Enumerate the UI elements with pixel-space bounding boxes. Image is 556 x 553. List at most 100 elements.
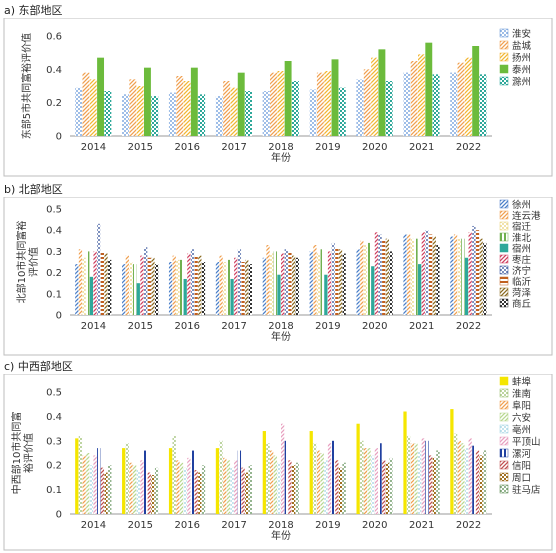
bar-六安-2022	[461, 443, 465, 514]
bar-泰州-2022	[472, 46, 480, 136]
bar-盐城-2015	[129, 79, 137, 136]
x-tick-label: 2020	[362, 142, 387, 153]
bar-蚌埠-2020	[356, 423, 360, 514]
bar-阜阳-2020	[363, 448, 368, 514]
bar-蚌埠-2017	[215, 448, 220, 514]
bar-漯河-2022	[472, 445, 476, 514]
bar-六安-2020	[367, 448, 371, 514]
bar-信阳-2022	[475, 450, 480, 514]
bar-宿州-2019	[324, 274, 328, 315]
legend-label: 泰州	[512, 64, 531, 76]
bar-平顶山-2022	[468, 438, 472, 514]
bar-淮安-2017	[215, 96, 223, 136]
bar-商丘-2015	[154, 264, 159, 315]
legend-label: 平顶山	[512, 437, 541, 448]
bar-枣庄-2019	[327, 251, 332, 315]
bar-蚌埠-2021	[403, 411, 407, 514]
bar-周口-2022	[479, 455, 483, 514]
x-tick-label: 2021	[409, 142, 434, 153]
bar-平顶山-2018	[281, 423, 285, 514]
bar-宿迁-2018	[270, 253, 274, 315]
legend-label: 驻马店	[512, 484, 541, 496]
x-tick-label: 2019	[315, 142, 340, 153]
bar-宿迁-2021	[410, 238, 414, 315]
bar-盐城-2022	[457, 62, 465, 136]
bar-信阳-2015	[147, 472, 151, 514]
legend-swatch-漯河	[499, 448, 509, 458]
bar-滁州-2018	[291, 81, 299, 136]
y-tick-label: 0.6	[46, 32, 62, 43]
bar-驻马店-2020	[389, 457, 393, 514]
bar-周口-2017	[245, 472, 249, 514]
x-tick-label: 2022	[456, 520, 481, 531]
y-tick-label: 0	[56, 311, 62, 322]
bar-亳州-2017	[230, 467, 234, 514]
bar-商丘-2020	[389, 251, 393, 315]
bar-平顶山-2020	[374, 448, 379, 514]
bar-泰州-2021	[425, 42, 433, 136]
legend-label: 徐州	[512, 199, 531, 211]
bar-淮北-2014	[86, 251, 90, 315]
bar-商丘-2019	[342, 253, 346, 315]
bar-泰州-2017	[237, 72, 245, 136]
bar-宿迁-2020	[363, 245, 368, 315]
x-tick-label: 2018	[268, 142, 293, 153]
bar-漯河-2014	[97, 448, 101, 514]
bar-阜阳-2016	[176, 460, 180, 514]
bar-蚌埠-2019	[309, 431, 313, 514]
bar-徐州-2015	[122, 264, 126, 315]
bar-驻马店-2019	[342, 462, 346, 514]
bar-周口-2019	[338, 467, 343, 514]
bar-六安-2018	[273, 455, 277, 514]
bar-连云港-2014	[78, 249, 83, 315]
legend-swatch-商丘	[499, 298, 509, 308]
bar-亳州-2020	[371, 455, 375, 514]
y-tick-label: 0.1	[46, 289, 62, 300]
y-tick-label: 0.2	[46, 461, 62, 472]
bar-周口-2015	[151, 474, 155, 514]
bar-徐州-2022	[450, 236, 454, 315]
legend-label: 菏泽	[512, 288, 532, 299]
bar-信阳-2021	[428, 455, 433, 514]
bar-徐州-2019	[309, 251, 313, 315]
bar-信阳-2016	[194, 470, 198, 514]
legend-label: 宿迁	[512, 221, 532, 233]
bar-连云港-2015	[125, 255, 129, 315]
bar-宿州-2016	[183, 278, 187, 315]
chart-frame	[3, 18, 553, 177]
bar-连云港-2017	[219, 255, 223, 315]
bar-宿迁-2022	[457, 238, 461, 315]
bar-信阳-2020	[382, 460, 386, 514]
bar-枣庄-2017	[234, 257, 238, 315]
x-tick-label: 2015	[128, 142, 153, 153]
x-tick-label: 2016	[174, 142, 199, 153]
bar-徐州-2017	[215, 262, 220, 315]
legend-swatch-盐城	[499, 40, 509, 50]
legend-swatch-驻马店	[499, 484, 509, 494]
bar-临沂-2017	[241, 262, 245, 315]
bar-淮安-2018	[262, 91, 270, 136]
bar-六安-2017	[226, 460, 231, 514]
legend-label: 六安	[512, 412, 531, 424]
bar-扬州-2020	[371, 57, 379, 136]
bar-宿迁-2016	[176, 259, 180, 315]
bar-阜阳-2018	[270, 450, 274, 514]
bar-宿州-2021	[418, 264, 422, 315]
bar-阜阳-2022	[457, 440, 461, 514]
bar-蚌埠-2018	[262, 431, 266, 514]
bar-宿州-2017	[230, 278, 234, 315]
bar-周口-2020	[385, 462, 390, 514]
bar-泰州-2014	[97, 57, 105, 136]
bar-泰州-2015	[143, 67, 151, 136]
bar-徐州-2014	[75, 264, 79, 315]
y-axis-label: 东部5市共同富裕评价值	[20, 33, 33, 139]
bar-菏泽-2019	[338, 249, 343, 315]
legend-swatch-亳州	[499, 424, 509, 434]
legend-label: 济宁	[512, 265, 531, 277]
bar-菏泽-2018	[291, 255, 296, 315]
bar-漯河-2020	[378, 443, 382, 514]
bar-菏泽-2014	[104, 253, 108, 315]
legend-swatch-阜阳	[499, 400, 509, 410]
bar-蚌埠-2015	[122, 448, 126, 514]
bar-驻马店-2021	[436, 450, 440, 514]
